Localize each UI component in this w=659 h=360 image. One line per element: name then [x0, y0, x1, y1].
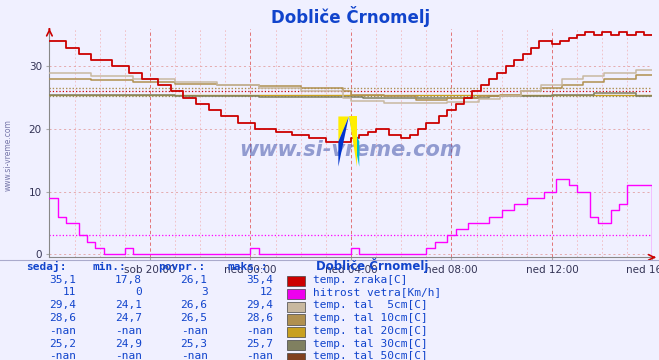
Text: -nan: -nan [181, 326, 208, 336]
Polygon shape [338, 117, 349, 167]
Text: hitrost vetra[Km/h]: hitrost vetra[Km/h] [313, 287, 442, 297]
Text: 28,6: 28,6 [246, 313, 273, 323]
Text: -nan: -nan [115, 351, 142, 360]
Bar [287, 327, 305, 337]
Text: 12: 12 [260, 287, 273, 297]
Text: -nan: -nan [181, 351, 208, 360]
Text: temp. tal 20cm[C]: temp. tal 20cm[C] [313, 326, 428, 336]
Polygon shape [338, 117, 349, 141]
Polygon shape [349, 117, 357, 167]
Title: Dobliče Črnomelj: Dobliče Črnomelj [272, 6, 430, 27]
Bar [287, 353, 305, 360]
Text: min.:: min.: [92, 262, 126, 272]
Text: www.si-vreme.com: www.si-vreme.com [240, 140, 462, 160]
Text: 26,1: 26,1 [181, 275, 208, 284]
Text: 29,4: 29,4 [49, 300, 76, 310]
Text: -nan: -nan [246, 351, 273, 360]
Text: 3: 3 [201, 287, 208, 297]
Bar [287, 340, 305, 350]
Text: -nan: -nan [49, 326, 76, 336]
Bar [287, 276, 305, 286]
Text: sedaj:: sedaj: [26, 261, 67, 272]
Text: temp. tal 10cm[C]: temp. tal 10cm[C] [313, 313, 428, 323]
Text: 25,3: 25,3 [181, 339, 208, 349]
Bar [287, 289, 305, 299]
Text: -nan: -nan [49, 351, 76, 360]
Text: Dobliče Črnomelj: Dobliče Črnomelj [316, 258, 429, 273]
Text: 29,4: 29,4 [246, 300, 273, 310]
Text: -nan: -nan [246, 326, 273, 336]
Bar [287, 314, 305, 325]
Text: maks.:: maks.: [227, 262, 268, 272]
Text: 28,6: 28,6 [49, 313, 76, 323]
Text: temp. zraka[C]: temp. zraka[C] [313, 275, 407, 284]
Polygon shape [349, 117, 359, 167]
Text: 11: 11 [63, 287, 76, 297]
Text: 24,9: 24,9 [115, 339, 142, 349]
Text: 24,1: 24,1 [115, 300, 142, 310]
Text: 24,7: 24,7 [115, 313, 142, 323]
Text: 17,8: 17,8 [115, 275, 142, 284]
Text: povpr.:: povpr.: [158, 262, 206, 272]
Text: www.si-vreme.com: www.si-vreme.com [3, 119, 13, 191]
Text: 25,2: 25,2 [49, 339, 76, 349]
Text: temp. tal 50cm[C]: temp. tal 50cm[C] [313, 351, 428, 360]
Bar [334, 104, 364, 167]
Bar [287, 302, 305, 312]
Text: temp. tal  5cm[C]: temp. tal 5cm[C] [313, 300, 428, 310]
Text: 26,6: 26,6 [181, 300, 208, 310]
Text: 35,4: 35,4 [246, 275, 273, 284]
Text: 35,1: 35,1 [49, 275, 76, 284]
Text: temp. tal 30cm[C]: temp. tal 30cm[C] [313, 339, 428, 349]
Text: -nan: -nan [115, 326, 142, 336]
Text: 26,5: 26,5 [181, 313, 208, 323]
Text: 25,7: 25,7 [246, 339, 273, 349]
Text: 0: 0 [135, 287, 142, 297]
